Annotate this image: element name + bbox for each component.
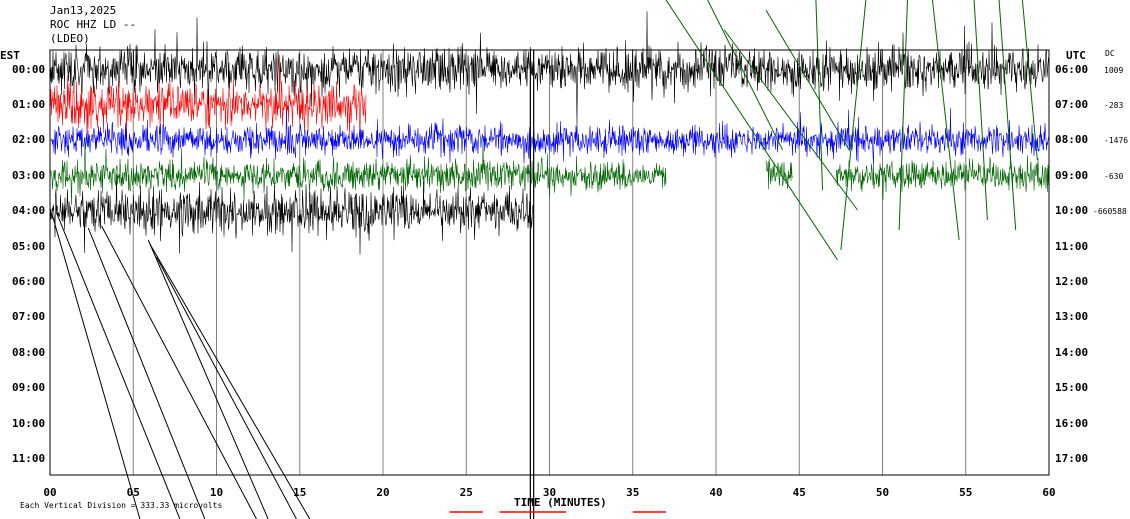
est-hour-label: 03:00 xyxy=(12,168,46,182)
x-tick-label: 40 xyxy=(709,486,722,499)
dc-offset-value: -660588 xyxy=(1093,207,1127,217)
overflow-line xyxy=(101,225,257,519)
overflow-line xyxy=(765,9,850,151)
x-axis-ticks: 00 05 10 15 20 25 30 35 40 45 50 55 60 xyxy=(43,486,1055,499)
dc-offset-value: -630 xyxy=(1104,171,1124,181)
trace-row-3 xyxy=(49,135,1050,206)
overflow-line xyxy=(51,212,141,519)
utc-hour-label: 14:00 xyxy=(1055,345,1089,359)
x-tick-label: 50 xyxy=(876,486,889,499)
x-tick-label: 20 xyxy=(376,486,389,499)
overflow-line xyxy=(665,0,838,261)
utc-hour-label: 15:00 xyxy=(1055,381,1089,395)
station-label: ROC HHZ LD -- xyxy=(50,18,137,31)
x-axis-title: TIME (MINUTES) xyxy=(514,496,607,509)
overflow-line xyxy=(707,0,784,151)
overflow-line xyxy=(998,0,1017,231)
est-hour-label: 05:00 xyxy=(12,239,46,253)
utc-hour-label: 10:00 xyxy=(1055,204,1089,218)
date-label: Jan13,2025 xyxy=(50,4,117,17)
est-hour-label: 08:00 xyxy=(12,345,46,359)
x-tick-label: 00 xyxy=(43,486,56,499)
x-tick-label: 35 xyxy=(626,486,639,499)
overflow-line xyxy=(156,256,297,519)
utc-hour-label: 07:00 xyxy=(1055,97,1089,111)
est-hour-label: 04:00 xyxy=(12,204,46,218)
overflow-line xyxy=(147,239,269,519)
est-hour-label: 09:00 xyxy=(12,381,46,395)
overflow-line xyxy=(973,0,988,221)
dc-offset-value: -1476 xyxy=(1104,136,1129,146)
x-tick-label: 05 xyxy=(127,486,140,499)
overflow-line xyxy=(1021,0,1038,161)
utc-hour-label: 11:00 xyxy=(1055,239,1089,253)
overflow-line xyxy=(723,29,858,211)
source-label: (LDEO) xyxy=(50,32,90,45)
utc-hour-label: 12:00 xyxy=(1055,274,1089,288)
overflow-line xyxy=(931,0,960,241)
overflow-line xyxy=(815,0,824,191)
est-hour-label: 11:00 xyxy=(12,451,46,465)
utc-hour-label: 08:00 xyxy=(1055,133,1089,147)
utc-label: UTC xyxy=(1066,49,1086,62)
est-hour-label: 02:00 xyxy=(12,133,46,147)
est-hour-label: 01:00 xyxy=(12,97,46,111)
trace-row-0 xyxy=(49,11,1050,126)
overflow-line xyxy=(840,0,867,251)
x-tick-label: 55 xyxy=(959,486,972,499)
dc-offset-value: 1009 xyxy=(1104,65,1124,75)
scale-note: Each Vertical Division = 333.33 microvol… xyxy=(20,501,223,510)
utc-hour-label: 06:00 xyxy=(1055,62,1089,76)
plot-frame xyxy=(49,49,1050,476)
est-hour-label: 10:00 xyxy=(12,416,46,430)
overflow-line xyxy=(56,212,181,519)
dc-offset-value: -283 xyxy=(1104,100,1124,110)
seismic-traces xyxy=(49,11,1050,519)
overflow-line xyxy=(87,227,206,519)
est-hour-label: 00:00 xyxy=(12,62,46,76)
trace-row-1 xyxy=(49,54,367,139)
overflow-line xyxy=(898,0,908,231)
x-tick-label: 45 xyxy=(793,486,806,499)
trace-row-4 xyxy=(49,173,533,255)
x-tick-label: 15 xyxy=(293,486,306,499)
x-tick-label: 60 xyxy=(1042,486,1055,499)
utc-hour-label: 13:00 xyxy=(1055,310,1089,324)
utc-hour-label: 09:00 xyxy=(1055,168,1089,182)
overflow-line xyxy=(149,243,311,519)
est-hour-label: 07:00 xyxy=(12,310,46,324)
trace-row-2 xyxy=(49,107,1050,166)
x-tick-label: 30 xyxy=(543,486,556,499)
est-hour-label: 06:00 xyxy=(12,274,46,288)
est-label: EST xyxy=(0,49,20,62)
overlap-lines xyxy=(51,0,1038,519)
x-tick-label: 10 xyxy=(210,486,223,499)
utc-hour-label: 17:00 xyxy=(1055,451,1089,465)
x-tick-label: 25 xyxy=(460,486,473,499)
dc-label: DC xyxy=(1105,49,1115,58)
utc-hour-label: 16:00 xyxy=(1055,416,1089,430)
minute-gridlines xyxy=(132,50,967,475)
